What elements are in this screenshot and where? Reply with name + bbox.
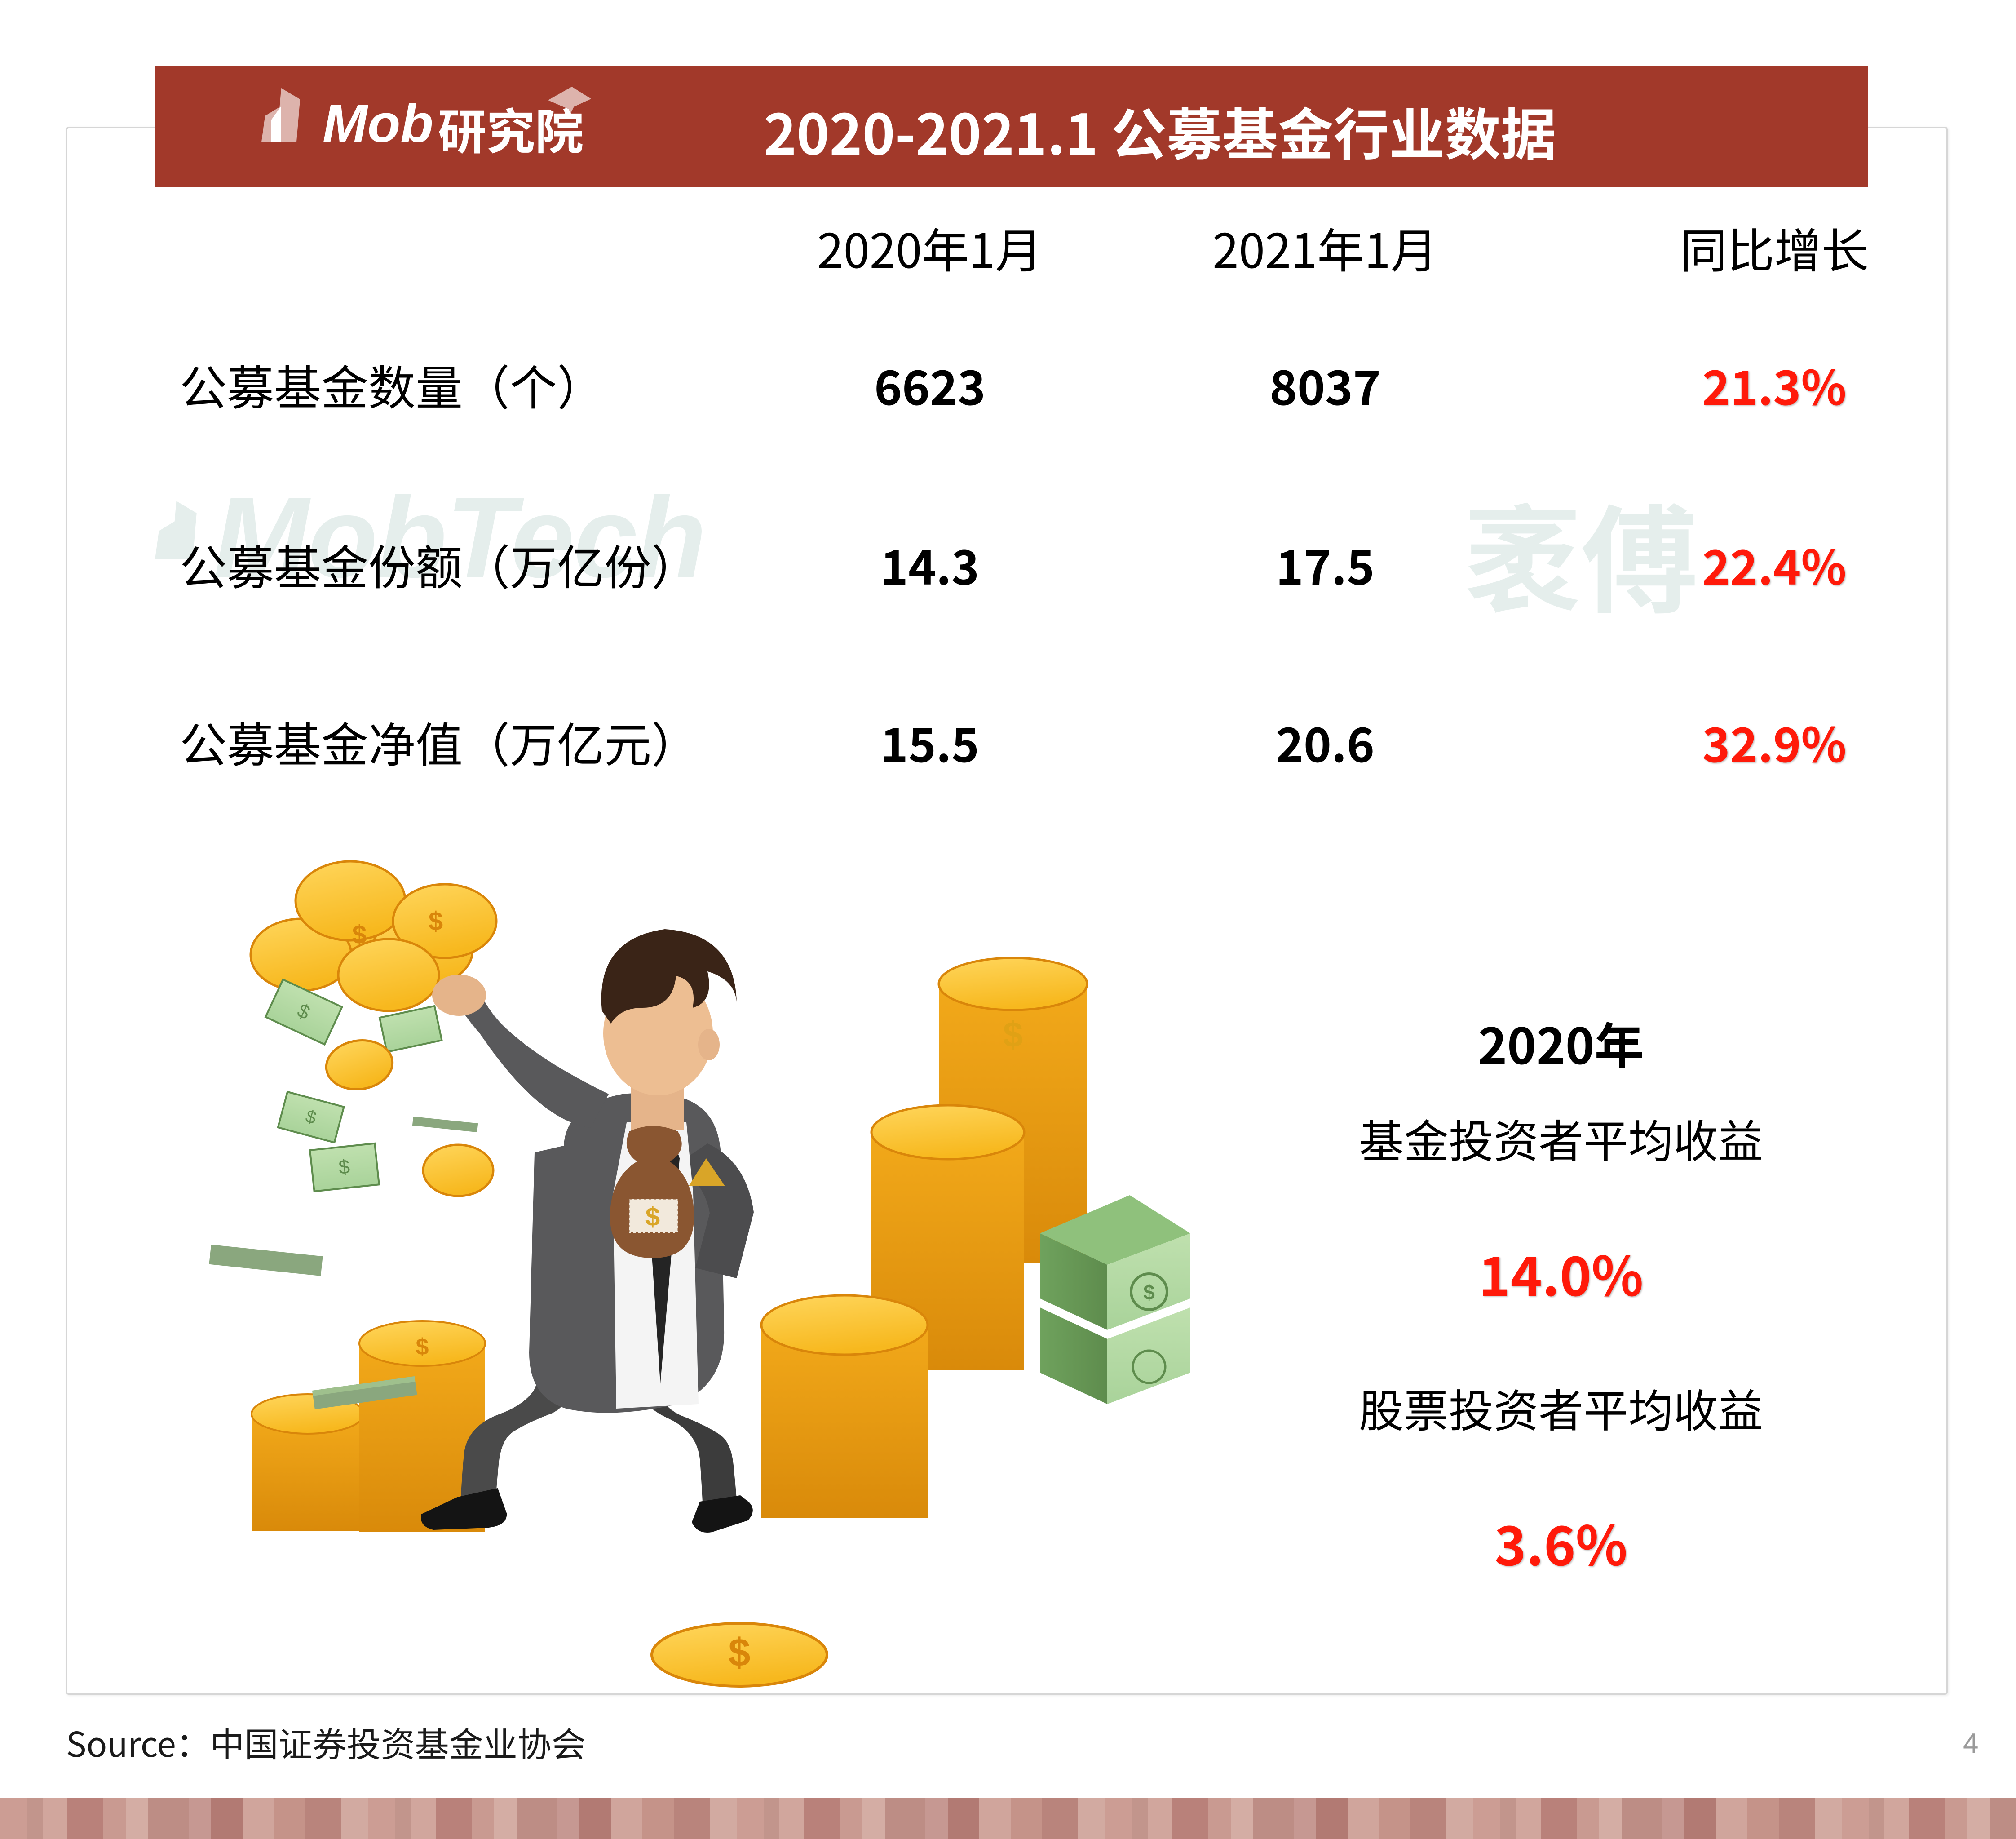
svg-text:$: $ [429,907,443,936]
svg-text:$: $ [645,1202,660,1232]
svg-text:$: $ [1003,1015,1023,1055]
svg-text:$: $ [416,1334,429,1360]
svg-text:$: $ [1143,1281,1155,1304]
svg-text:$: $ [352,920,367,949]
svg-text:$: $ [729,1630,751,1675]
svg-text:$: $ [338,1156,351,1179]
